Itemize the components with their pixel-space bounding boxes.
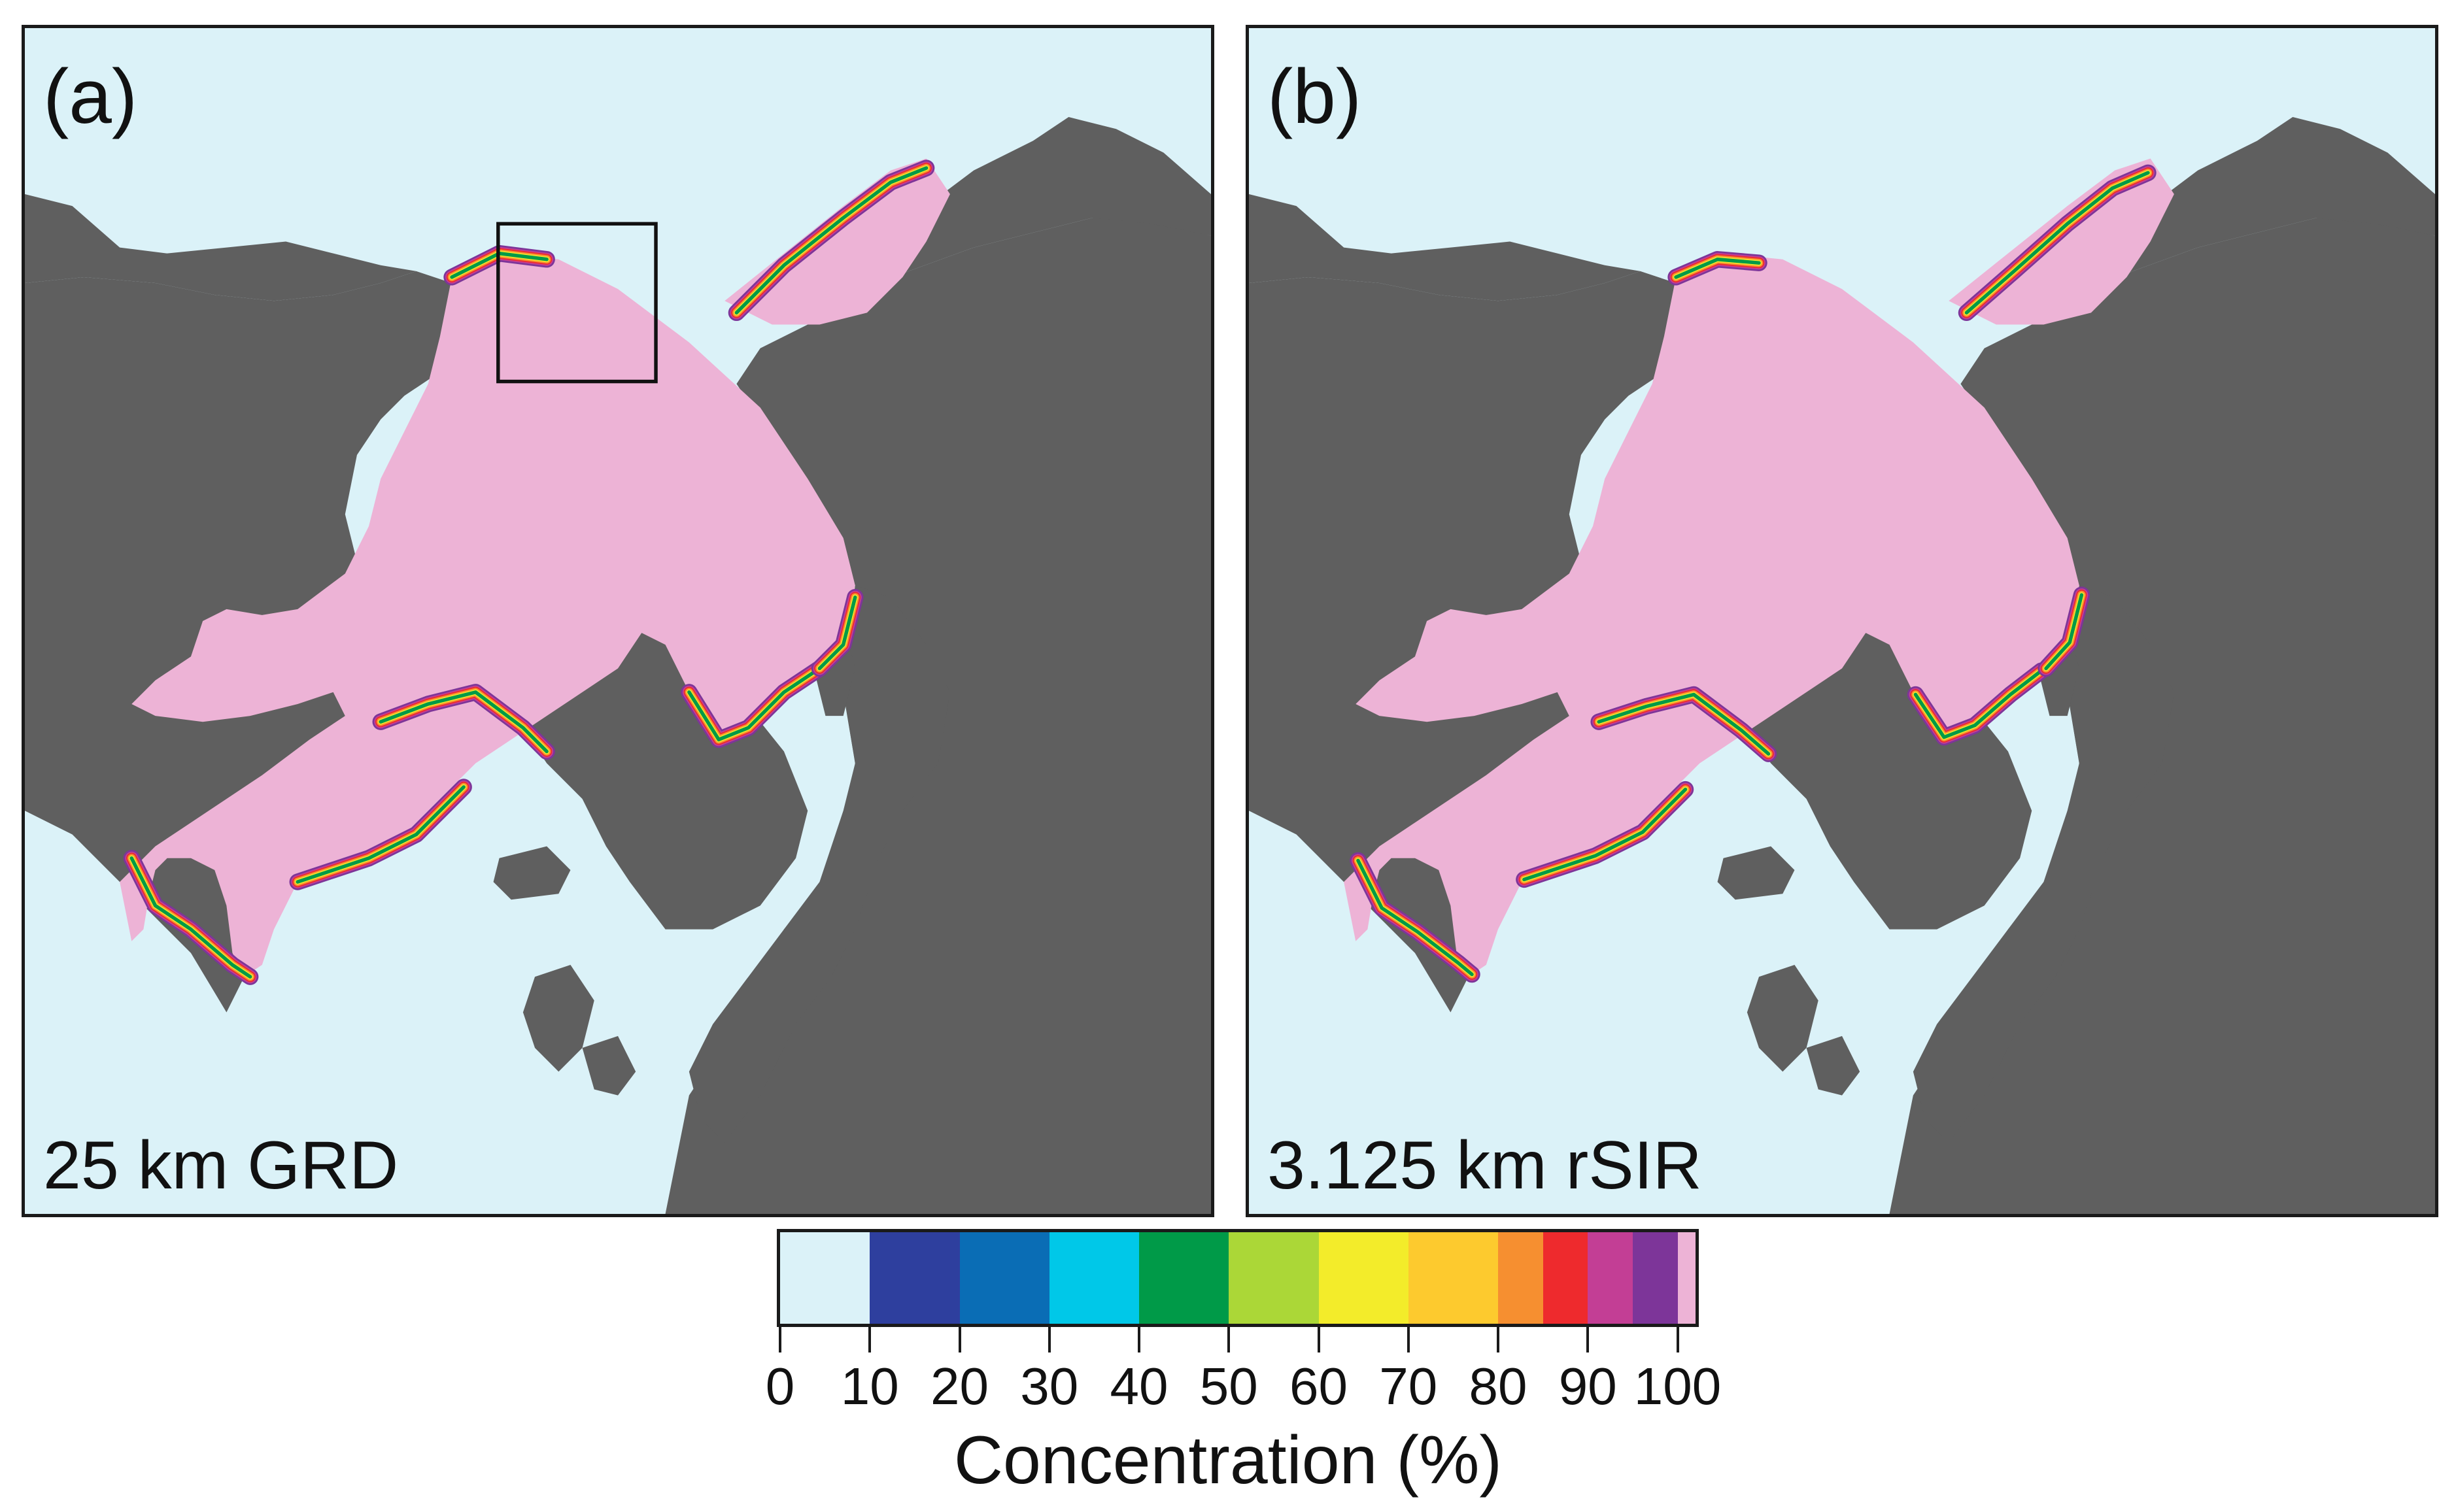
colorbar-segment [959,1232,1049,1324]
colorbar-tick [1586,1324,1590,1352]
colorbar [777,1229,1699,1327]
land-7 [582,1035,636,1096]
ice-edge-6-band-6 [296,785,466,884]
ice-edge-4-band-6 [2044,593,2084,671]
land-5 [1913,585,2174,1143]
colorbar-segment [1677,1232,1696,1324]
panel-label: (a) [43,54,138,140]
colorbar-tick [779,1324,781,1352]
colorbar-segment [870,1232,960,1324]
resolution-label: 3.125 km rSIR [1267,1128,1702,1203]
colorbar-segment [1588,1232,1633,1324]
colorbar-tick [1227,1324,1231,1352]
colorbar-segment [1498,1232,1543,1324]
colorbar-tick [1497,1324,1500,1352]
colorbar-tick-label: 80 [1469,1357,1527,1415]
colorbar-tick [1407,1324,1410,1352]
colorbar-segment [1049,1232,1139,1324]
colorbar-tick-label: 60 [1289,1357,1348,1415]
land-3 [1249,193,1641,301]
land-1 [2079,117,2435,295]
colorbar-segment [1229,1232,1319,1324]
ice-edge-2-band-6 [379,690,549,754]
ice-edge-gradient [1350,164,2157,983]
colorbar-tick-label: 20 [930,1357,989,1415]
bering-sea-ice [725,158,950,325]
ice-edge-1-band-6 [734,166,929,315]
colorbar-tick-label: 100 [1633,1357,1722,1415]
sea-ice-map-a [25,117,1211,1214]
colorbar-segment [780,1232,870,1324]
colorbar-ticks: 0 10 20 30 40 50 60 70 80 90 100 [766,1324,1721,1415]
resolution-label: 25 km GRD [43,1128,399,1203]
panel-label: (b) [1267,54,1362,140]
colorbar-tick [1317,1324,1320,1352]
arctic-sea-ice [120,253,855,977]
land-3 [25,193,417,301]
map-panel-b: (b) 3.125 km rSIR [1246,25,2438,1217]
land-5 [689,585,950,1143]
colorbar-tick-label: 40 [1110,1357,1168,1415]
colorbar-tick-label: 30 [1020,1357,1079,1415]
colorbar-tick-label: 70 [1379,1357,1438,1415]
ice-edge-4-band-6 [817,595,857,671]
ice-edge-1-band-6 [1964,171,2150,315]
land-6 [522,965,594,1072]
land-7 [1806,1035,1860,1096]
colorbar-tick-label: 10 [840,1357,899,1415]
ice-edge-5-band-6 [129,856,252,979]
sea-ice [120,158,950,977]
map-panel-a: (a) 25 km GRD [22,25,1214,1217]
colorbar-segment [1543,1232,1588,1324]
land-8 [1717,846,1795,900]
colorbar-tick-label: 0 [765,1357,795,1415]
ice-edge-6-band-6 [1522,787,1688,882]
inset-box [496,222,658,384]
colorbar-tick-label: 90 [1558,1357,1617,1415]
colorbar-tick-label: 50 [1199,1357,1258,1415]
arctic-sea-ice [1344,253,2079,977]
ice-edge-0-band-6 [1674,258,1761,279]
colorbar-tick [868,1324,872,1352]
ice-edge-3-band-6 [687,666,822,742]
colorbar-segment [1632,1232,1678,1324]
colorbar-segment [1408,1232,1498,1324]
colorbar-tick [1676,1324,1679,1352]
colorbar-tick [958,1324,961,1352]
ice-edge-5-band-6 [1356,858,1474,977]
ice-edge-2-band-6 [1597,692,1771,756]
colorbar-tick [1048,1324,1051,1352]
sea-ice-map-b [1249,117,2435,1214]
ice-edge-3-band-6 [1913,669,2043,739]
ice-edge-gradient [123,160,935,985]
land-6 [1747,965,1818,1072]
colorbar-segment [1318,1232,1408,1324]
colorbar-tick [1138,1324,1141,1352]
land-1 [855,117,1211,295]
colorbar-segment [1139,1232,1229,1324]
colorbar-title: Concentration (%) [953,1422,1503,1498]
land-8 [493,846,571,900]
